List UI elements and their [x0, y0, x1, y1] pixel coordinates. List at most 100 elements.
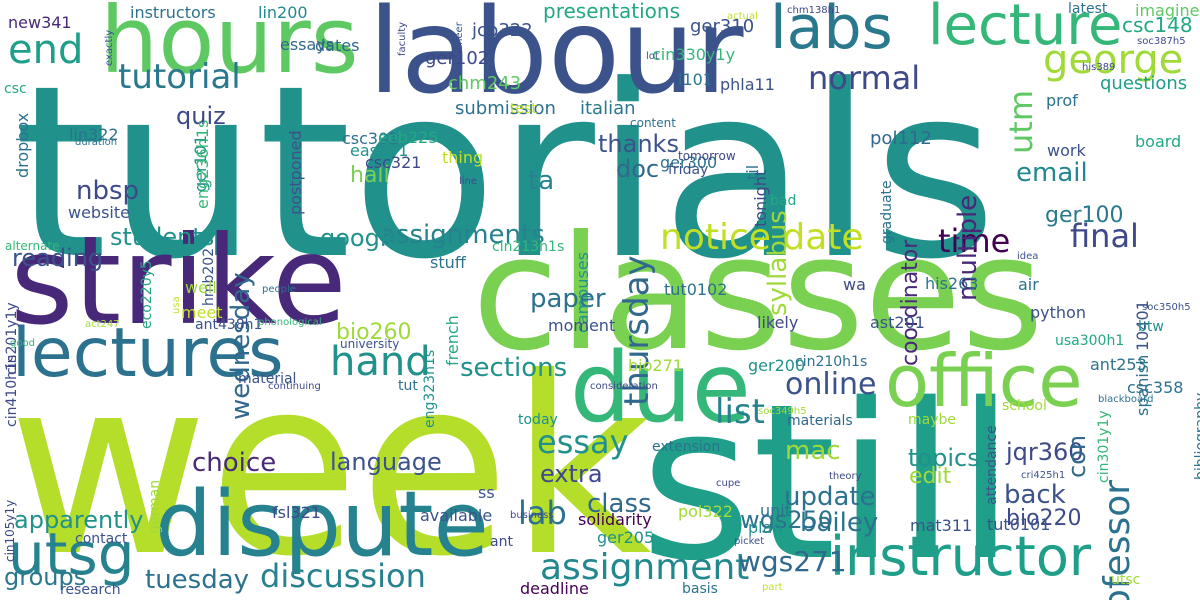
- word: questions: [1100, 73, 1188, 94]
- word: blackboard: [1098, 394, 1154, 405]
- word: continuing: [268, 381, 321, 392]
- word: hall: [350, 163, 390, 188]
- word: phla11: [720, 75, 775, 94]
- word: topics: [908, 444, 980, 472]
- word: eas101: [350, 141, 409, 160]
- word: hmb202: [201, 247, 217, 306]
- word: bio220: [1006, 506, 1082, 531]
- word: mat311: [910, 516, 973, 535]
- word: attendance: [984, 425, 1000, 505]
- word: ger310: [690, 16, 755, 37]
- word: submission: [455, 98, 556, 119]
- word: university: [340, 337, 400, 351]
- word: cin210h1s: [795, 354, 868, 370]
- word: wgs271: [738, 545, 847, 578]
- word: cupe: [716, 478, 741, 489]
- word: essays: [280, 35, 335, 54]
- word: hours: [100, 0, 359, 94]
- word: sections: [460, 353, 568, 383]
- word: cin330y1y: [652, 45, 736, 64]
- word: lecture: [928, 0, 1123, 58]
- word: lectures: [12, 314, 284, 393]
- word: work: [1047, 141, 1086, 160]
- word: csc301: [342, 129, 399, 148]
- word: part: [762, 582, 783, 593]
- word: online: [785, 367, 877, 402]
- word: edit: [909, 464, 952, 489]
- word: faculty: [397, 21, 408, 56]
- word: pol322: [678, 502, 733, 521]
- word: utsc: [1111, 572, 1141, 588]
- word: bio271: [628, 356, 683, 375]
- word: line: [459, 176, 478, 187]
- word: good: [10, 338, 35, 349]
- word: tutorial: [118, 57, 241, 97]
- word: csc: [4, 81, 27, 97]
- word: normal: [808, 59, 921, 97]
- word: wa: [843, 275, 866, 294]
- word: back: [1004, 480, 1066, 510]
- word: btw: [1138, 319, 1164, 335]
- word: apparently: [14, 506, 144, 534]
- word: people: [262, 284, 296, 295]
- word: ger205: [597, 528, 655, 547]
- word: actual: [727, 11, 758, 22]
- word: tut0102: [664, 280, 728, 299]
- word: graduate: [879, 180, 895, 244]
- word: final: [1070, 217, 1139, 255]
- word: alternate: [5, 239, 60, 253]
- word: csc148: [1122, 13, 1193, 37]
- word: utm: [1002, 90, 1040, 154]
- word: eco220y5: [139, 260, 155, 329]
- word: con: [1063, 434, 1091, 478]
- word: reading: [12, 244, 104, 272]
- word: thanks: [598, 130, 679, 158]
- word: due: [570, 332, 751, 444]
- word: george: [1043, 37, 1184, 83]
- word: labs: [770, 0, 893, 63]
- word: consideration: [590, 381, 658, 392]
- word: language: [330, 448, 442, 476]
- word: til: [743, 164, 762, 180]
- word: instructor: [830, 525, 1092, 588]
- word: eeb225: [378, 128, 439, 147]
- word: tutorials: [14, 35, 998, 312]
- word: french: [443, 315, 462, 366]
- word: extra: [540, 460, 603, 488]
- word: hand: [330, 339, 431, 385]
- word: class: [587, 489, 652, 519]
- word: new341: [8, 13, 72, 32]
- word: picket: [734, 536, 765, 547]
- word: act247: [85, 319, 120, 330]
- word: today: [518, 412, 558, 428]
- word: school: [1002, 398, 1047, 414]
- word: ast201: [870, 313, 925, 332]
- word: eng236h1s: [193, 119, 212, 209]
- word: likely: [757, 313, 799, 332]
- word: wgs250: [740, 506, 834, 534]
- word: bio260: [336, 320, 412, 345]
- word: ger300: [660, 153, 718, 172]
- word: solidarity: [578, 510, 652, 529]
- word: soc387h5: [1137, 36, 1186, 47]
- word: bad: [770, 193, 797, 209]
- word: choice: [192, 448, 277, 478]
- word: soc349h5: [758, 406, 807, 417]
- word: website: [68, 203, 130, 222]
- word: dates: [315, 36, 360, 55]
- word: thing: [442, 148, 484, 167]
- word: tuesday: [145, 565, 250, 595]
- word: extension: [652, 439, 721, 455]
- word: paper: [530, 284, 606, 314]
- word: cin105y1y: [3, 499, 17, 562]
- word: python: [1030, 303, 1086, 322]
- word: tomorrow: [678, 149, 736, 163]
- word: theory: [829, 471, 862, 482]
- word: still: [640, 357, 1016, 600]
- word: ger100: [1045, 203, 1124, 228]
- word: lab: [518, 494, 567, 532]
- word: available: [420, 506, 493, 525]
- word: test: [510, 101, 537, 117]
- word: office: [885, 339, 1083, 423]
- word: ant253: [1090, 355, 1147, 374]
